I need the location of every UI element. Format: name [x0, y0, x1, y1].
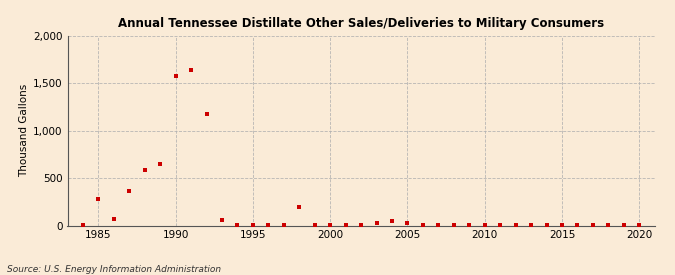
Point: [371, 221, 382, 225]
Point: [464, 223, 475, 227]
Point: [109, 217, 119, 221]
Point: [263, 223, 274, 227]
Point: [572, 223, 583, 227]
Point: [217, 218, 227, 222]
Point: [294, 205, 304, 210]
Point: [356, 223, 367, 227]
Point: [93, 197, 104, 201]
Point: [418, 223, 429, 227]
Point: [248, 223, 259, 227]
Point: [618, 223, 629, 227]
Point: [495, 223, 506, 227]
Point: [232, 223, 243, 227]
Point: [402, 221, 413, 225]
Point: [541, 223, 552, 227]
Point: [510, 223, 521, 227]
Point: [78, 223, 88, 227]
Point: [526, 223, 537, 227]
Point: [186, 68, 196, 72]
Point: [448, 223, 459, 227]
Point: [557, 223, 568, 227]
Point: [340, 223, 351, 227]
Point: [124, 189, 135, 194]
Title: Annual Tennessee Distillate Other Sales/Deliveries to Military Consumers: Annual Tennessee Distillate Other Sales/…: [118, 17, 604, 31]
Point: [433, 223, 443, 227]
Point: [603, 223, 614, 227]
Point: [387, 219, 398, 223]
Point: [587, 223, 598, 227]
Point: [479, 223, 490, 227]
Point: [170, 73, 181, 78]
Point: [634, 223, 645, 227]
Y-axis label: Thousand Gallons: Thousand Gallons: [19, 84, 29, 177]
Point: [155, 162, 165, 166]
Point: [309, 223, 320, 227]
Point: [279, 223, 290, 227]
Point: [201, 111, 212, 116]
Point: [139, 167, 150, 172]
Text: Source: U.S. Energy Information Administration: Source: U.S. Energy Information Administ…: [7, 265, 221, 274]
Point: [325, 223, 335, 227]
